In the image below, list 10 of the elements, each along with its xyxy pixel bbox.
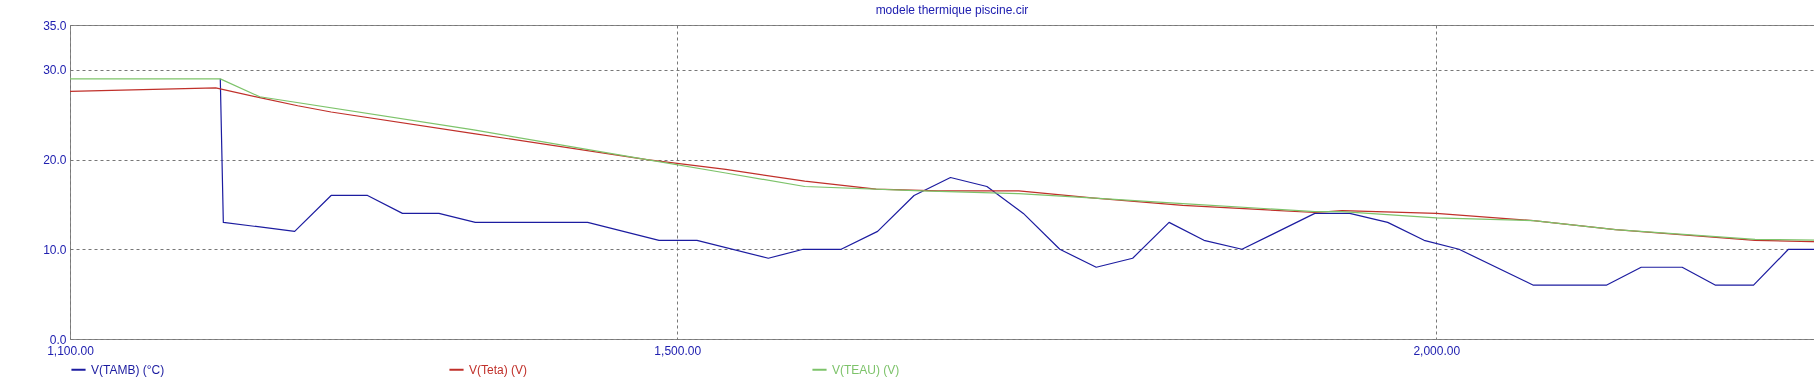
legend-label: V(Teta) (V) <box>469 362 528 377</box>
y-tick-label: 20.0 <box>43 153 67 168</box>
y-tick-label: 35.0 <box>43 18 67 33</box>
y-tick-label: 10.0 <box>43 242 67 257</box>
y-tick-label: 30.0 <box>43 63 67 78</box>
x-tick-label: 2,000.00 <box>1413 343 1461 358</box>
chart-title: modele thermique piscine.cir <box>875 3 1029 17</box>
x-tick-label: 1,500.00 <box>654 343 702 358</box>
legend-label: V(TEAU) (V) <box>832 362 900 377</box>
legend-label: V(TAMB) (°C) <box>91 362 165 377</box>
